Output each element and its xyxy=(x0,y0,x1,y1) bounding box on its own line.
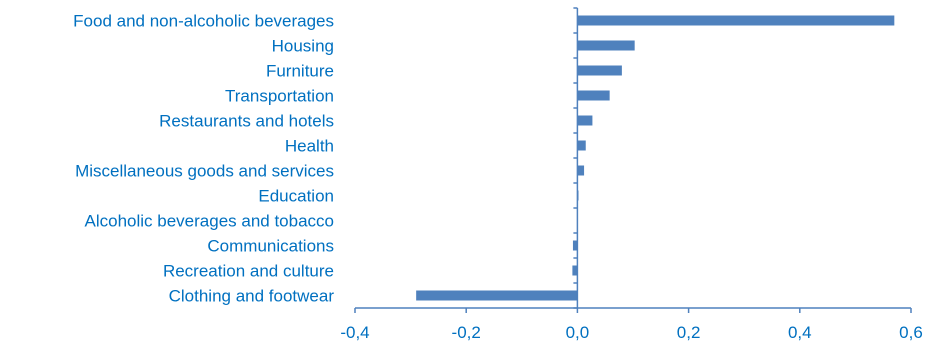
bar xyxy=(577,15,895,26)
x-tick-label: 0,6 xyxy=(899,323,923,342)
x-tick-label: 0,0 xyxy=(566,323,590,342)
category-label: Food and non-alcoholic beverages xyxy=(73,12,334,31)
x-tick-label: -0,4 xyxy=(340,323,369,342)
x-tick-labels: -0,4 -0,2 0,0 0,2 0,4 0,6 xyxy=(340,323,922,342)
x-tick-label: -0,2 xyxy=(452,323,481,342)
category-label: Health xyxy=(285,137,334,156)
bar xyxy=(577,40,635,51)
category-label: Communications xyxy=(207,237,334,256)
axes xyxy=(354,7,912,313)
bar xyxy=(572,240,578,251)
category-label: Alcoholic beverages and tobacco xyxy=(85,212,335,231)
category-label: Education xyxy=(258,187,334,206)
x-tick-label: 0,2 xyxy=(677,323,701,342)
category-label: Clothing and footwear xyxy=(169,287,335,306)
category-label: Housing xyxy=(272,37,334,56)
bar xyxy=(572,265,578,276)
bar xyxy=(577,165,585,176)
category-labels: Food and non-alcoholic beverages Housing F… xyxy=(73,12,334,306)
x-tick-label: 0,4 xyxy=(788,323,812,342)
bar xyxy=(416,290,578,301)
bar xyxy=(577,115,593,126)
bar xyxy=(577,140,586,151)
bars xyxy=(416,15,895,301)
category-label: Miscellaneous goods and services xyxy=(75,162,334,181)
bar xyxy=(577,65,622,76)
category-label: Furniture xyxy=(266,62,334,81)
category-label: Recreation and culture xyxy=(163,262,334,281)
category-label: Restaurants and hotels xyxy=(159,112,334,131)
category-label: Transportation xyxy=(225,87,334,106)
bar xyxy=(577,90,610,101)
